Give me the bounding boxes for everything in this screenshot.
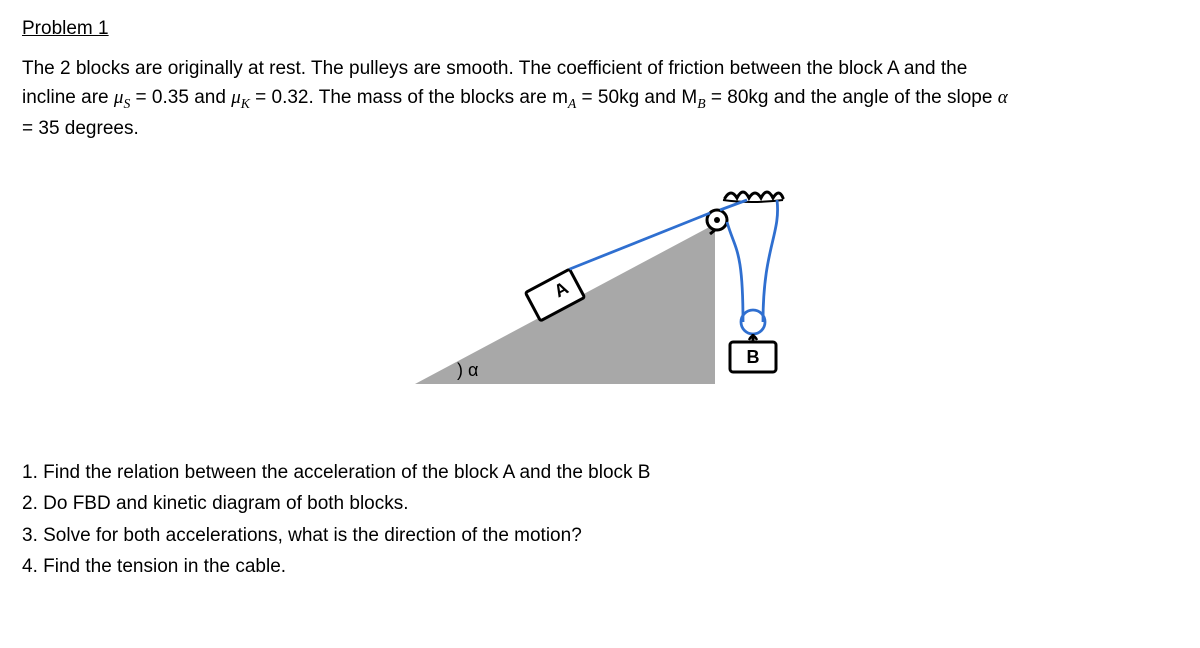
- question-2: 2. Do FBD and kinetic diagram of both bl…: [22, 489, 1178, 518]
- figure-container: AB) α: [22, 154, 1178, 434]
- question-1: 1. Find the relation between the acceler…: [22, 458, 1178, 487]
- problem-heading: Problem 1: [22, 18, 1178, 40]
- alpha-symbol: α: [998, 87, 1008, 108]
- question-3: 3. Solve for both accelerations, what is…: [22, 521, 1178, 550]
- mu-s-symbol: μ: [114, 87, 124, 108]
- eq-032: = 0.32. The mass of the blocks are m: [250, 87, 568, 108]
- svg-text:B: B: [747, 347, 760, 367]
- stmt-line3: = 35 degrees.: [22, 118, 139, 139]
- incline-diagram: AB) α: [385, 174, 815, 414]
- problem-statement: The 2 blocks are originally at rest. The…: [22, 54, 1178, 144]
- mu-k-sub: K: [241, 96, 250, 111]
- mu-k-symbol: μ: [231, 87, 241, 108]
- eq-035: = 0.35 and: [130, 87, 231, 108]
- question-4: 4. Find the tension in the cable.: [22, 552, 1178, 581]
- svg-text:) α: ) α: [457, 360, 478, 380]
- mb-sub: B: [697, 96, 705, 111]
- stmt-line2a: incline are: [22, 87, 114, 108]
- eq-80: = 80kg and the angle of the slope: [706, 87, 998, 108]
- stmt-line1: The 2 blocks are originally at rest. The…: [22, 58, 967, 79]
- eq-50: = 50kg and M: [576, 87, 697, 108]
- question-list: 1. Find the relation between the acceler…: [22, 458, 1178, 582]
